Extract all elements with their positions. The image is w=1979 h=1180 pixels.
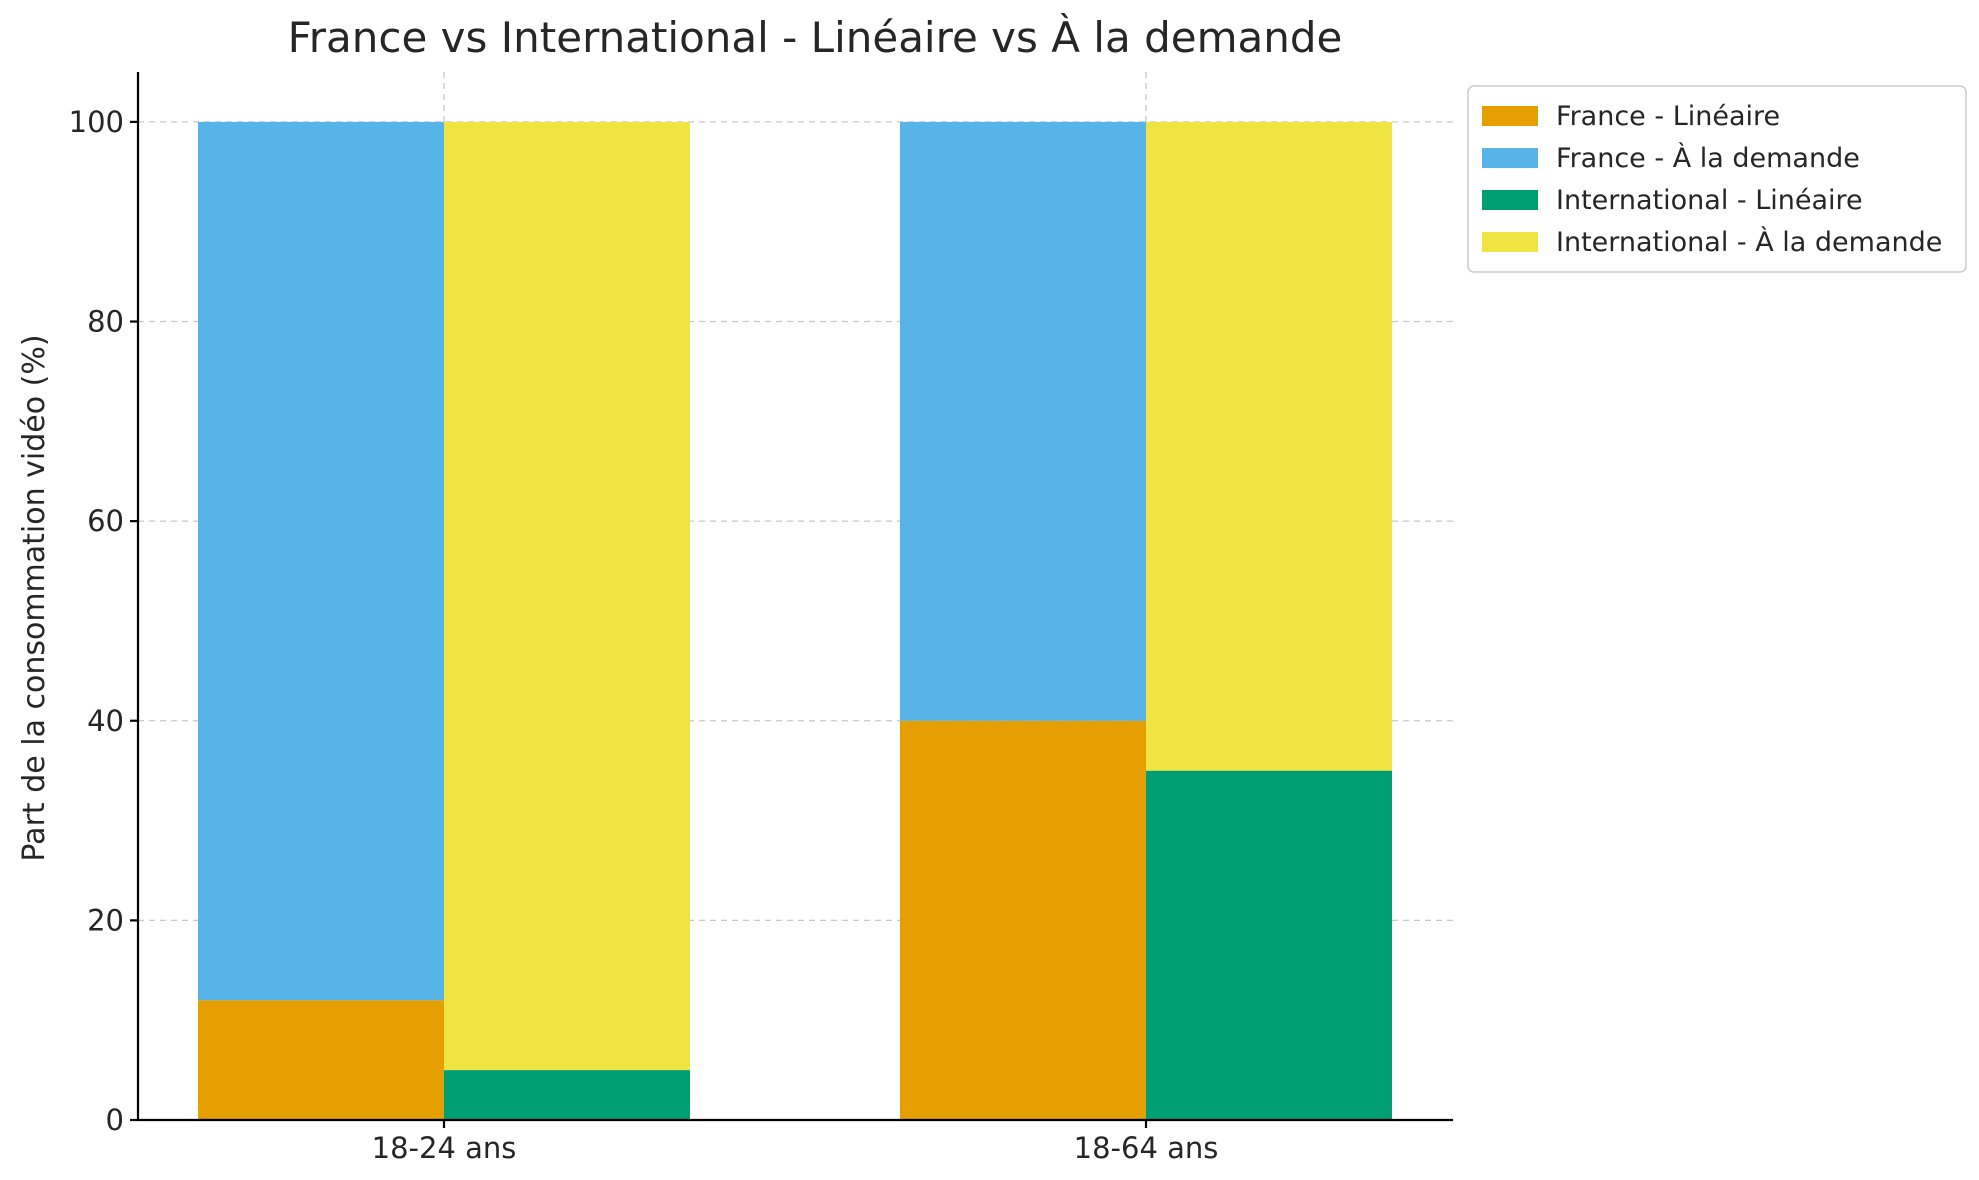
y-tick-label: 80 [87, 305, 124, 339]
bar-segment [444, 1070, 690, 1120]
bar-segment [900, 720, 1146, 1120]
bar-segment [1146, 770, 1392, 1120]
bar-segment [198, 1000, 444, 1120]
y-axis-label: Part de la consommation vidéo (%) [17, 334, 52, 861]
y-tick-label: 100 [69, 105, 124, 139]
bars [198, 121, 1392, 1120]
legend-swatch [1482, 190, 1538, 210]
legend-swatch [1482, 148, 1538, 168]
legend-swatch [1482, 106, 1538, 126]
bar-segment [1146, 121, 1392, 771]
axes: 0 20 40 60 80 100 18-24 ans 18-64 ans [69, 72, 1453, 1165]
legend-label: France - À la demande [1556, 142, 1860, 174]
legend-label: International - Linéaire [1556, 185, 1863, 216]
bar-segment [900, 121, 1146, 721]
legend-box [1467, 85, 1967, 273]
legend-label: International - À la demande [1556, 226, 1942, 258]
y-tick-label: 0 [106, 1103, 124, 1137]
bar-segment [444, 121, 690, 1071]
y-tick-label: 20 [87, 903, 124, 937]
y-tick-label: 40 [87, 704, 124, 738]
y-tick-label: 60 [87, 504, 124, 538]
legend: France - Linéaire France - À la demande In… [1467, 85, 1967, 273]
x-tick-label: 18-64 ans [1074, 1131, 1219, 1165]
legend-label: France - Linéaire [1556, 101, 1780, 132]
legend-swatch [1482, 232, 1538, 252]
chart-title: France vs International - Linéaire vs À … [288, 12, 1343, 62]
bar-segment [198, 121, 444, 1001]
x-tick-label: 18-24 ans [372, 1131, 517, 1165]
